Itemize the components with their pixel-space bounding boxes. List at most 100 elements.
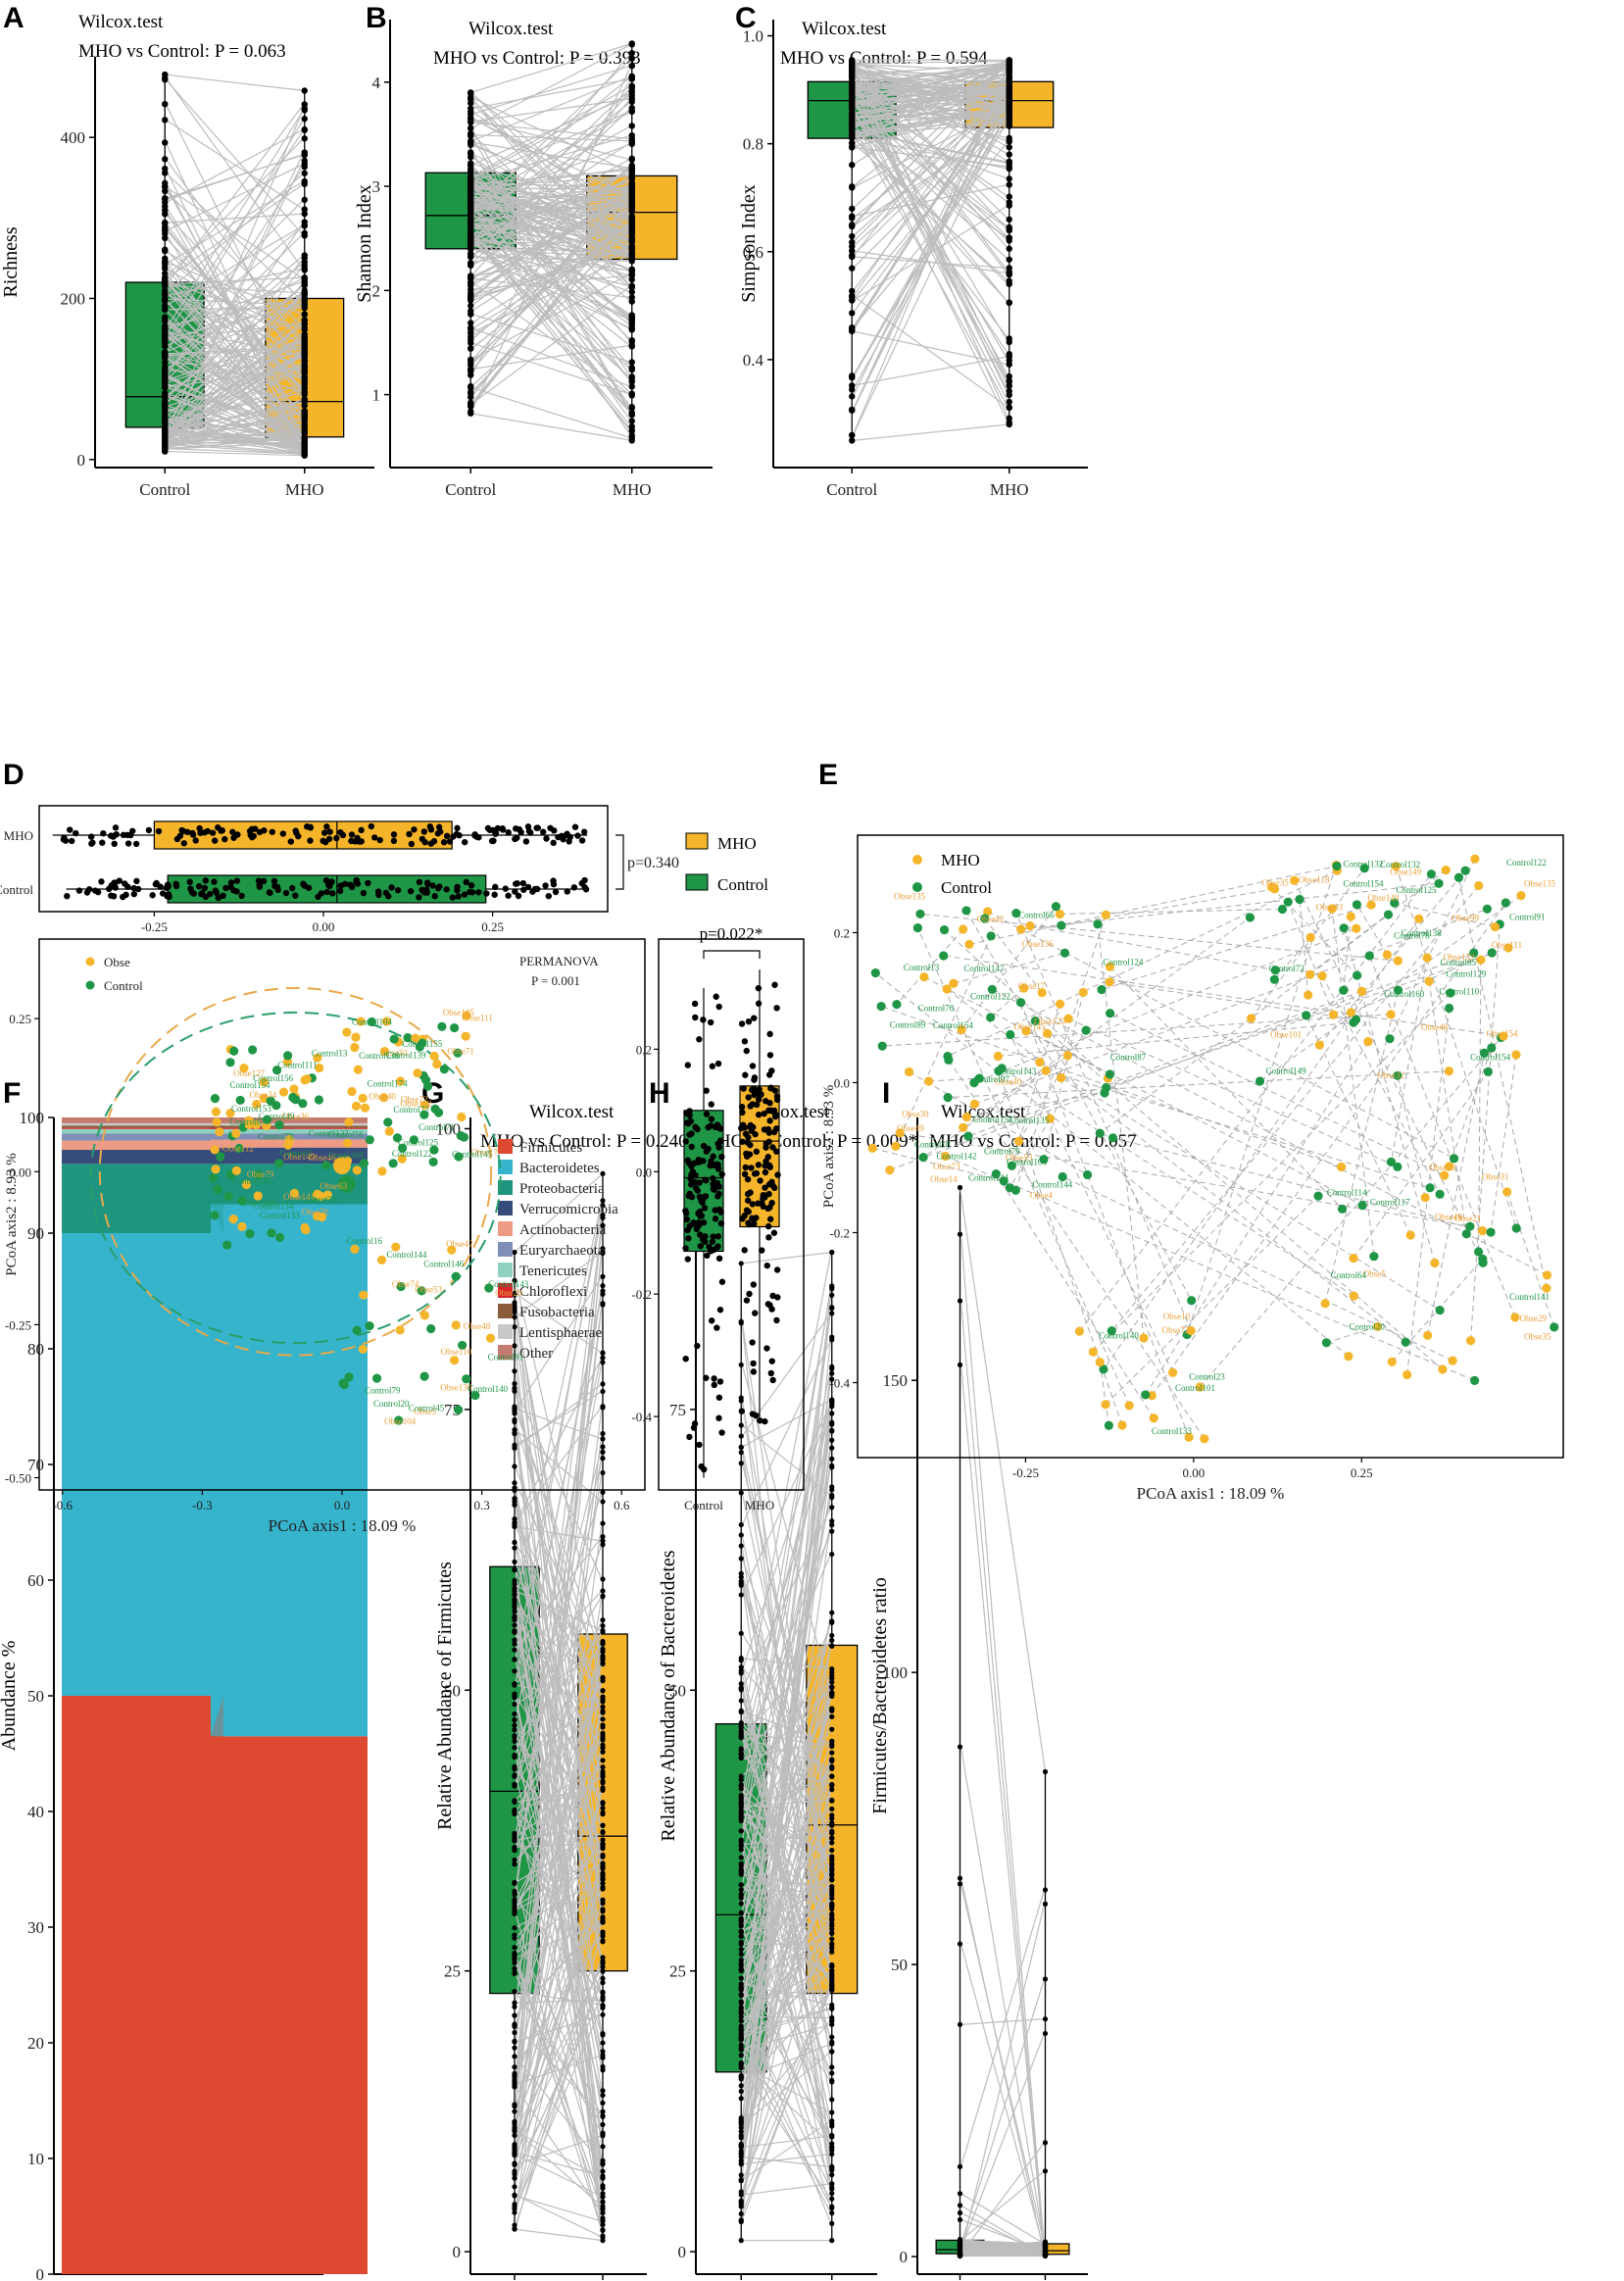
data-point (738, 1751, 744, 1757)
data-point (628, 244, 635, 251)
pair-line (1029, 925, 1276, 971)
paired-line (960, 2241, 1045, 2248)
data-point (262, 1115, 272, 1124)
data-point (755, 1112, 763, 1118)
data-point (301, 311, 308, 319)
point-label: Obse111 (1492, 940, 1522, 950)
data-point (301, 317, 308, 323)
data-point (750, 1360, 757, 1367)
data-point (1403, 1369, 1412, 1380)
data-point (738, 1461, 744, 1466)
data-point (301, 356, 308, 363)
data-point (715, 1255, 723, 1263)
data-point (753, 1101, 761, 1109)
data-point (1393, 956, 1403, 966)
data-point (162, 230, 169, 237)
data-point (1393, 985, 1403, 995)
data-point (738, 2133, 744, 2139)
data-point (773, 1005, 780, 1012)
data-point (62, 837, 70, 844)
paired-line (515, 1803, 603, 1949)
pair-line (1326, 1325, 1378, 1344)
data-point (628, 320, 635, 326)
data-point (849, 106, 856, 114)
data-point (301, 267, 308, 273)
data-point (162, 100, 169, 108)
data-point (769, 1144, 776, 1151)
data-point (849, 265, 856, 272)
y-tick-label: 150 (883, 1371, 909, 1390)
data-point (600, 2052, 606, 2058)
y-tick-label: 60 (27, 1571, 44, 1590)
data-point (690, 1220, 697, 1227)
data-point (600, 2049, 606, 2055)
data-point (162, 187, 169, 195)
point-label: Obse93 (1316, 903, 1344, 913)
pair-line (984, 917, 1043, 994)
data-point (829, 2132, 835, 2139)
data-point (770, 1229, 778, 1236)
paired-line (470, 135, 632, 416)
y-tick-label: 4 (372, 74, 381, 92)
data-point (876, 1002, 886, 1012)
panel-H: 0255075ControlMHORelative Abundance of B… (649, 1077, 917, 2280)
pair-line (1093, 992, 1452, 1353)
data-point (628, 171, 635, 178)
data-point (1101, 910, 1111, 920)
data-point (1042, 1901, 1049, 1907)
data-point (245, 1229, 255, 1239)
data-point (628, 87, 635, 95)
bar-segment-chloroflexi (211, 1127, 368, 1129)
x-tick-label: Control (445, 480, 496, 499)
data-point (1448, 1356, 1457, 1365)
data-point (416, 894, 422, 901)
data-point (600, 1203, 606, 1209)
data-point (600, 1997, 606, 2003)
paired-line (741, 2003, 832, 2224)
data-point (512, 1314, 517, 1320)
data-point (391, 1242, 401, 1252)
data-point (600, 1733, 606, 1739)
data-point (470, 1390, 480, 1401)
data-point (1453, 872, 1464, 882)
paired-line (470, 204, 632, 341)
data-point (468, 382, 474, 390)
y-axis-label: Abundance % (0, 1641, 20, 1752)
data-point (225, 1108, 235, 1118)
paired-line (471, 186, 631, 190)
point-label: Obse104 (384, 1416, 416, 1426)
data-point (1042, 1976, 1049, 1982)
paired-line (741, 1898, 832, 2136)
data-point (124, 883, 131, 890)
paired-line (741, 1546, 832, 2188)
data-point (1363, 1037, 1373, 1047)
data-point (512, 1540, 517, 1546)
data-point (687, 1117, 694, 1125)
data-point (301, 87, 308, 94)
data-point (600, 1742, 606, 1748)
data-point (512, 1711, 517, 1717)
data-point (708, 1116, 715, 1122)
data-point (1184, 1432, 1194, 1442)
data-point (512, 1727, 517, 1733)
paired-line (960, 2238, 1045, 2249)
data-point (829, 1797, 835, 1804)
paired-line (165, 166, 305, 378)
data-point (957, 1298, 963, 1304)
data-point (1168, 1367, 1178, 1377)
data-point (600, 1675, 606, 1681)
data-point (1461, 1229, 1471, 1239)
data-point (738, 2200, 744, 2206)
point-label: Obse17 (470, 1148, 498, 1158)
point-label: Control110 (1439, 987, 1479, 997)
data-point (1337, 1162, 1347, 1172)
data-point (600, 1722, 606, 1728)
data-point (849, 162, 856, 169)
data-point (512, 1622, 517, 1628)
data-point (711, 1381, 717, 1389)
data-point (600, 1302, 606, 1308)
data-point (829, 2220, 835, 2226)
point-label: Control79 (984, 1147, 1020, 1157)
data-point (339, 1379, 349, 1390)
panel-label: H (649, 1077, 670, 1110)
